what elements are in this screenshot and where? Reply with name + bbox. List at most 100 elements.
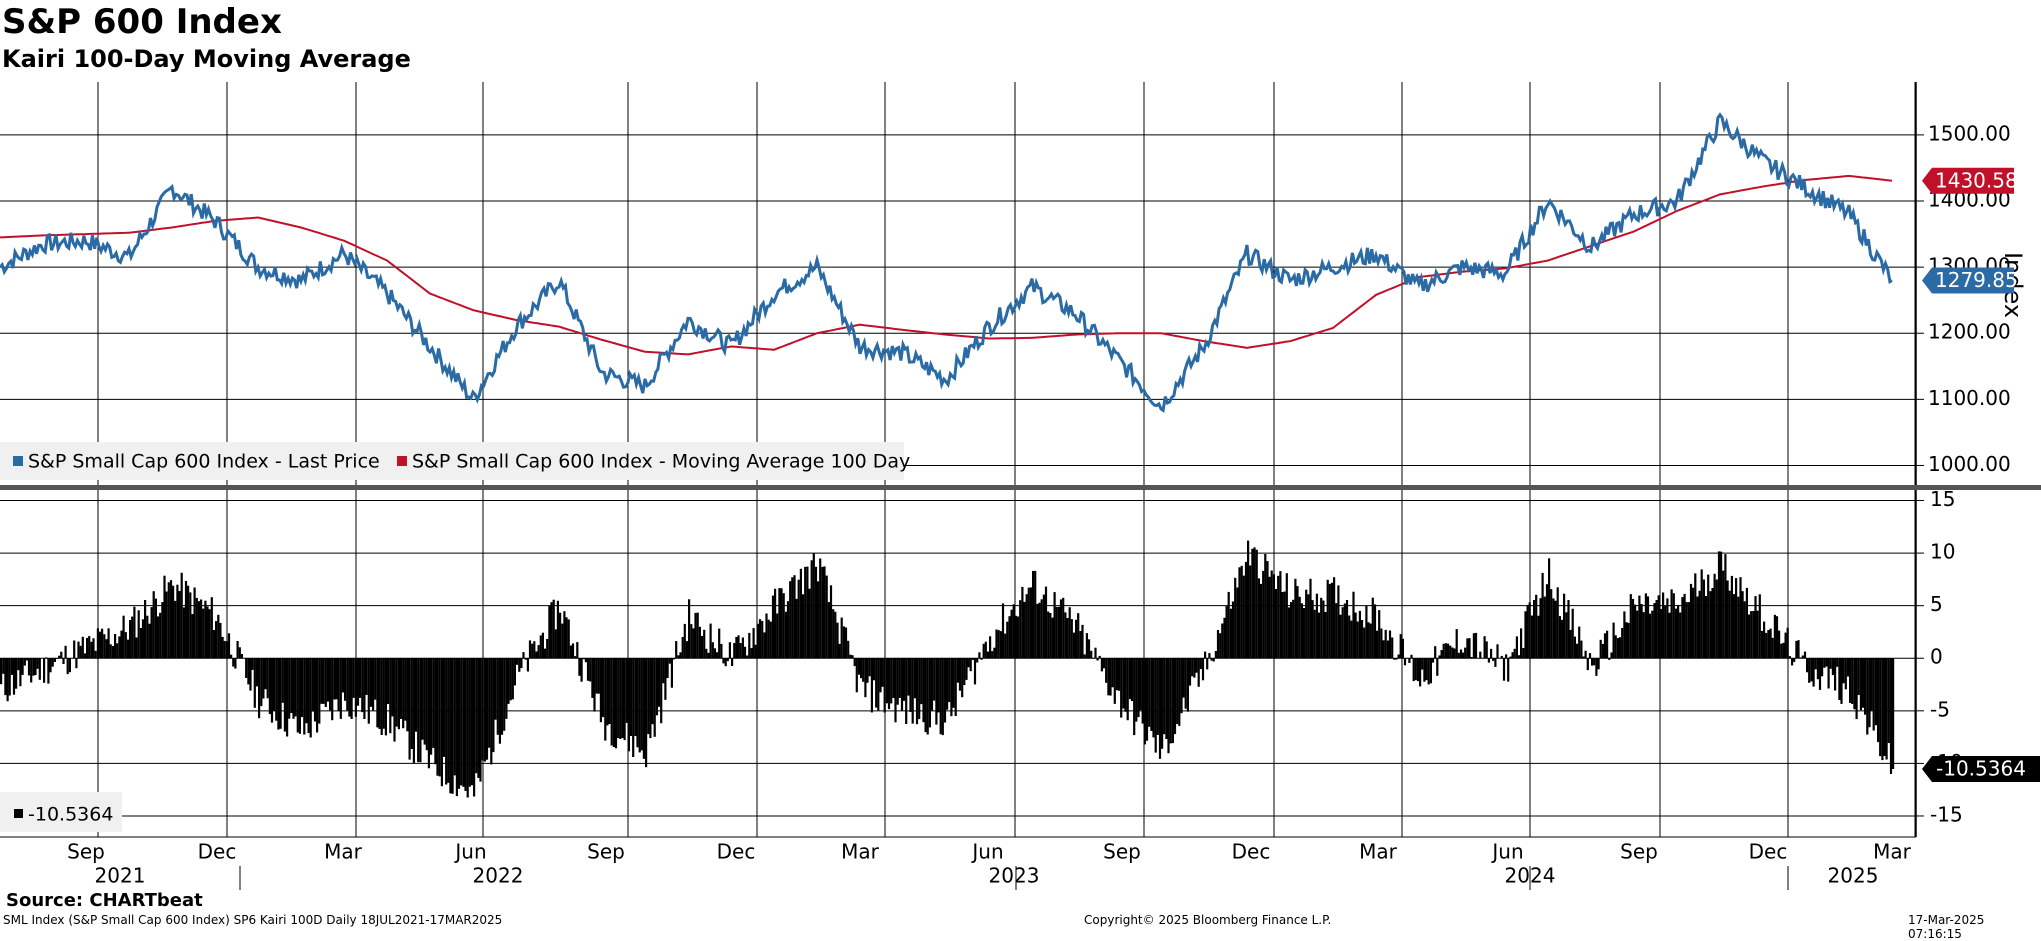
kairi-bar bbox=[753, 628, 755, 658]
kairi-bar bbox=[1632, 599, 1634, 658]
kairi-bar bbox=[1206, 658, 1208, 669]
kairi-bar bbox=[1393, 658, 1395, 660]
kairi-bar bbox=[1148, 658, 1150, 727]
kairi-bar bbox=[273, 658, 275, 711]
price-series-line bbox=[0, 115, 1892, 411]
kairi-bar bbox=[230, 655, 232, 659]
kairi-bar bbox=[783, 593, 785, 658]
kairi-bar bbox=[1144, 658, 1146, 744]
kairi-bar bbox=[662, 658, 664, 683]
kairi-bar bbox=[211, 597, 213, 658]
kairi-bar bbox=[1133, 658, 1135, 735]
kairi-bar bbox=[613, 658, 615, 747]
x-month-label: Jun bbox=[1490, 840, 1523, 864]
kairi-bar bbox=[144, 600, 146, 658]
kairi-bar bbox=[667, 658, 669, 678]
kairi-bar bbox=[22, 658, 24, 675]
kairi-bar bbox=[952, 658, 954, 708]
kairi-bar bbox=[755, 645, 757, 659]
kairi-bar bbox=[869, 658, 871, 676]
kairi-bar bbox=[103, 634, 105, 658]
kairi-bar bbox=[88, 636, 90, 658]
kairi-bar bbox=[1778, 631, 1780, 659]
kairi-bar bbox=[1856, 658, 1858, 719]
kairi-bar bbox=[845, 628, 847, 659]
kairi-bar bbox=[411, 658, 413, 749]
kairi-bar bbox=[318, 658, 320, 723]
kairi-bar bbox=[1804, 652, 1806, 659]
kairi-bar bbox=[151, 607, 153, 658]
kairi-bar bbox=[436, 658, 438, 776]
kairi-bar bbox=[331, 658, 333, 720]
kairi-bar bbox=[1555, 601, 1557, 659]
x-year-label: 2022 bbox=[473, 864, 524, 888]
kairi-bar bbox=[123, 616, 125, 659]
kairi-bar bbox=[998, 630, 1000, 658]
kairi-bar bbox=[95, 651, 97, 659]
kairi-bar bbox=[970, 658, 972, 671]
kairi-bar bbox=[406, 658, 408, 731]
kairi-bar bbox=[581, 658, 583, 682]
legend-price-swatch bbox=[13, 456, 23, 466]
kairi-bar bbox=[1114, 658, 1116, 704]
kairi-bar bbox=[1617, 638, 1619, 658]
kairi-bar bbox=[649, 658, 651, 738]
kairi-bar bbox=[417, 658, 419, 762]
kairi-bar bbox=[419, 658, 421, 762]
kairi-bar bbox=[694, 613, 696, 658]
kairi-bar bbox=[1843, 658, 1845, 683]
kairi-bar bbox=[1746, 588, 1748, 658]
kairi-bar bbox=[768, 620, 770, 659]
kairi-bar bbox=[1058, 607, 1060, 659]
x-month-label: Dec bbox=[198, 840, 237, 864]
kairi-bar bbox=[482, 658, 484, 760]
kairi-bar bbox=[1524, 611, 1526, 658]
kairi-bar bbox=[69, 658, 71, 672]
kairi-bar bbox=[198, 601, 200, 658]
kairi-bar bbox=[1387, 641, 1389, 659]
kairi-bar bbox=[329, 658, 331, 710]
kairi-bar bbox=[490, 658, 492, 764]
kairi-bar bbox=[114, 634, 116, 658]
ytick-label-top: 1100.00 bbox=[1928, 386, 2011, 410]
kairi-bar bbox=[1638, 596, 1640, 659]
kairi-bar bbox=[1460, 650, 1462, 659]
kairi-bar bbox=[320, 658, 322, 704]
kairi-bar bbox=[978, 652, 980, 658]
kairi-bar bbox=[1122, 658, 1124, 708]
kairi-bar bbox=[512, 658, 514, 699]
x-year-label: 2023 bbox=[989, 864, 1040, 888]
kairi-bar bbox=[1688, 602, 1690, 658]
kairi-bar bbox=[933, 658, 935, 700]
kairi-bar bbox=[1858, 658, 1860, 695]
kairi-bar bbox=[108, 628, 110, 658]
kairi-bar bbox=[159, 613, 161, 658]
kairi-bar bbox=[424, 658, 426, 744]
kairi-bar bbox=[1871, 658, 1873, 711]
kairi-bar bbox=[1587, 658, 1589, 670]
kairi-bar bbox=[1193, 658, 1195, 677]
kairi-bar bbox=[1363, 628, 1365, 659]
kairi-bar bbox=[1600, 640, 1602, 658]
kairi-bar bbox=[131, 617, 133, 659]
kairi-bar bbox=[252, 658, 254, 670]
kairi-bar bbox=[1395, 658, 1397, 659]
kairi-bar bbox=[387, 658, 389, 704]
x-month-label: Sep bbox=[67, 840, 105, 864]
kairi-bar bbox=[843, 626, 845, 658]
kairi-bar bbox=[598, 658, 600, 694]
kairi-bar bbox=[787, 601, 789, 658]
kairi-bar bbox=[1178, 658, 1180, 726]
kairi-bar bbox=[1447, 644, 1449, 659]
kairi-bar bbox=[1475, 633, 1477, 658]
kairi-bar bbox=[619, 658, 621, 739]
kairi-bar bbox=[1886, 658, 1888, 759]
kairi-bar bbox=[1342, 607, 1344, 658]
kairi-bar bbox=[447, 658, 449, 783]
kairi-bar bbox=[1204, 652, 1206, 659]
kairi-bar bbox=[587, 658, 589, 681]
kairi-bar bbox=[256, 658, 258, 686]
kairi-bar bbox=[282, 658, 284, 703]
kairi-bar bbox=[402, 658, 404, 728]
x-month-label: Dec bbox=[1749, 840, 1788, 864]
